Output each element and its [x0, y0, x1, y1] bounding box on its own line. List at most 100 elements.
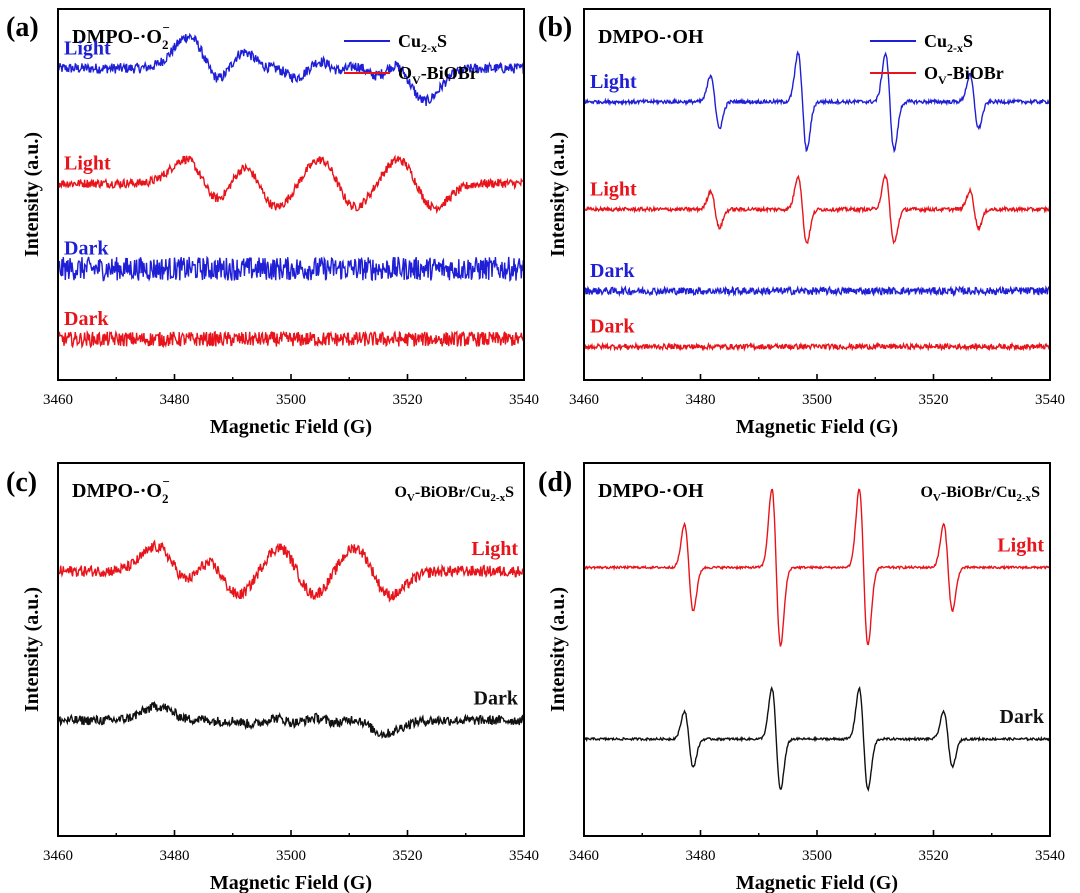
legend-suffix: S — [963, 31, 973, 51]
x-tick-label: 3480 — [160, 848, 190, 864]
series-label-3: Dark — [64, 308, 109, 330]
x-axis-label: Magnetic Field (G) — [210, 872, 372, 893]
series-label-1: Dark — [1000, 706, 1045, 728]
panel-label: (c) — [6, 467, 37, 498]
x-axis-label: Magnetic Field (G) — [736, 416, 898, 438]
x-tick-label: 3460 — [569, 848, 599, 864]
legend-label-1: OV-BiOBr — [398, 63, 478, 87]
y-axis-label: Intensity (a.u.) — [547, 587, 569, 712]
series-line-1 — [583, 685, 1051, 793]
x-tick-label: 3520 — [393, 848, 423, 864]
sample-subscript: 2-x — [1016, 492, 1031, 504]
legend-main: Cu — [398, 31, 421, 51]
legend-label-0: Cu2-xS — [924, 31, 973, 55]
chart-title: DMPO-·O2 − — [72, 20, 170, 52]
legend-suffix: -BiOBr — [421, 63, 478, 83]
legend-label-0: Cu2-xS — [398, 31, 447, 55]
series-label-2: Dark — [590, 260, 635, 282]
chart-title: DMPO-·O2 − — [72, 474, 170, 506]
series-line-1 — [57, 154, 525, 215]
sample-end: S — [1031, 484, 1040, 501]
x-tick-label: 3480 — [686, 848, 716, 864]
chart-panel-b: 3460 3480 3500 3520 3540 Magnetic Field (G) In… — [538, 8, 1065, 438]
series-line-3 — [583, 341, 1051, 352]
x-tick-label: 3500 — [802, 848, 832, 864]
series-line-0 — [583, 488, 1051, 647]
x-tick-label: 3480 — [686, 392, 716, 408]
series-line-0 — [57, 32, 525, 106]
series-label-0: Light — [590, 71, 637, 93]
title-superscript: − — [162, 474, 169, 489]
title-superscript: − — [162, 20, 169, 35]
sample-main: O — [394, 484, 406, 501]
series-label-1: Light — [64, 152, 111, 174]
title-main: DMPO-·O — [72, 480, 162, 502]
sample-subscript: V — [933, 492, 941, 504]
x-tick-label: 3520 — [393, 392, 423, 408]
x-axis-label: Magnetic Field (G) — [736, 872, 898, 893]
sample-label: OV-BiOBr/Cu2-xS — [394, 484, 514, 504]
x-tick-label: 3460 — [569, 392, 599, 408]
panel-label: (d) — [538, 467, 572, 498]
panel-label: (a) — [6, 12, 39, 43]
title-main: DMPO-·OH — [598, 480, 704, 502]
x-tick-label: 3520 — [919, 848, 949, 864]
legend-label-1: OV-BiOBr — [924, 63, 1004, 87]
legend-subscript: 2-x — [947, 41, 963, 55]
legend-subscript: V — [412, 73, 421, 87]
x-tick-label: 3480 — [160, 392, 190, 408]
chart-title: DMPO-·OH — [598, 26, 704, 48]
sample-label: OV-BiOBr/Cu2-xS — [920, 484, 1040, 504]
x-tick-label: 3500 — [276, 848, 306, 864]
x-tick-label: 3540 — [509, 392, 539, 408]
chart-title: DMPO-·OH — [598, 480, 704, 502]
legend-subscript: 2-x — [421, 41, 437, 55]
x-tick-label: 3500 — [802, 392, 832, 408]
series-line-0 — [583, 50, 1051, 154]
chart-panel-a: 3460 3480 3500 3520 3540 Magnetic Field (G) In… — [6, 8, 539, 438]
x-tick-label: 3540 — [1035, 848, 1065, 864]
legend-main: O — [398, 63, 412, 83]
title-main: DMPO-·OH — [598, 26, 704, 48]
title-subscript: 2 — [162, 37, 169, 52]
series-label-2: Dark — [64, 238, 109, 260]
y-axis-label: Intensity (a.u.) — [547, 132, 569, 257]
series-label-1: Light — [590, 178, 637, 200]
x-tick-label: 3500 — [276, 392, 306, 408]
series-line-1 — [57, 700, 525, 739]
sample-subscript: 2-x — [490, 492, 505, 504]
legend-subscript: V — [938, 73, 947, 87]
series-label-0: Light — [64, 37, 111, 59]
sample-end: S — [505, 484, 514, 501]
legend-main: O — [924, 63, 938, 83]
legend-main: Cu — [924, 31, 947, 51]
sample-mid: -BiOBr/Cu — [941, 484, 1017, 501]
legend-suffix: S — [437, 31, 447, 51]
x-tick-label: 3540 — [1035, 392, 1065, 408]
sample-mid: -BiOBr/Cu — [415, 484, 491, 501]
series-line-2 — [57, 255, 525, 282]
series-label-0: Light — [997, 534, 1044, 556]
y-axis-label: Intensity (a.u.) — [21, 587, 43, 712]
title-subscript: 2 — [162, 491, 169, 506]
plot-frame — [57, 462, 525, 837]
plot-frame — [583, 462, 1051, 837]
x-axis-label: Magnetic Field (G) — [210, 416, 372, 438]
chart-panel-c: 3460 3480 3500 3520 3540 Magnetic Field (G) In… — [6, 462, 539, 893]
series-line-2 — [583, 285, 1051, 298]
panel-label: (b) — [538, 12, 572, 43]
chart-panel-d: 3460 3480 3500 3520 3540 Magnetic Field (G) In… — [538, 462, 1065, 893]
series-label-0: Light — [471, 538, 518, 560]
y-axis-label: Intensity (a.u.) — [21, 132, 43, 257]
series-line-0 — [57, 539, 525, 603]
x-tick-label: 3520 — [919, 392, 949, 408]
series-label-3: Dark — [590, 316, 635, 338]
x-tick-label: 3460 — [43, 392, 73, 408]
sample-main: O — [920, 484, 932, 501]
title-main: DMPO-·O — [72, 26, 162, 48]
series-line-3 — [57, 329, 525, 349]
legend-suffix: -BiOBr — [947, 63, 1004, 83]
series-line-1 — [583, 173, 1051, 245]
x-tick-label: 3540 — [509, 848, 539, 864]
